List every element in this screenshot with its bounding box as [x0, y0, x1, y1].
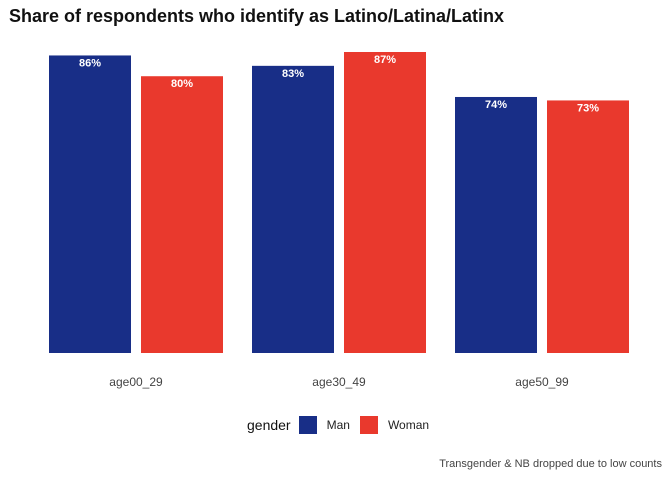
bars-layer — [49, 52, 629, 354]
chart-caption: Transgender & NB dropped due to low coun… — [439, 458, 662, 470]
legend-item-woman: Woman — [359, 416, 430, 434]
data-label-woman-age00_29: 80% — [171, 78, 193, 90]
bar-woman-age30_49 — [344, 52, 426, 353]
x-axis-tick-labels: age00_29 age30_49 age50_99 — [109, 375, 569, 389]
data-label-woman-age50_99: 73% — [577, 102, 599, 114]
bar-man-age50_99 — [455, 96, 537, 353]
legend-key-woman — [359, 416, 378, 434]
chart-title: Share of respondents who identify as Lat… — [9, 6, 505, 26]
data-label-woman-age30_49: 87% — [374, 54, 396, 66]
legend-title: gender — [247, 417, 291, 433]
data-label-man-age30_49: 83% — [282, 68, 304, 80]
data-label-man-age00_29: 86% — [79, 57, 101, 69]
data-labels-layer: 86% 80% 83% 87% 74% 73% — [79, 54, 599, 114]
data-label-man-age50_99: 74% — [485, 99, 507, 111]
legend-item-man: Man — [298, 416, 350, 434]
bar-chart: 86% 80% 83% 87% 74% 73% age00_29 age30_49 age50… — [49, 52, 629, 389]
legend: gender Man Woman — [247, 416, 439, 434]
bar-woman-age00_29 — [141, 76, 223, 354]
legend-label-woman: Woman — [387, 418, 430, 432]
bar-woman-age50_99 — [547, 100, 629, 353]
bar-man-age30_49 — [252, 65, 334, 353]
bar-man-age00_29 — [49, 55, 131, 353]
legend-key-man — [298, 416, 317, 434]
x-tick-label-age00_29: age00_29 — [109, 375, 163, 389]
legend-label-man: Man — [326, 418, 350, 432]
x-tick-label-age30_49: age30_49 — [312, 375, 366, 389]
x-tick-label-age50_99: age50_99 — [515, 375, 569, 389]
